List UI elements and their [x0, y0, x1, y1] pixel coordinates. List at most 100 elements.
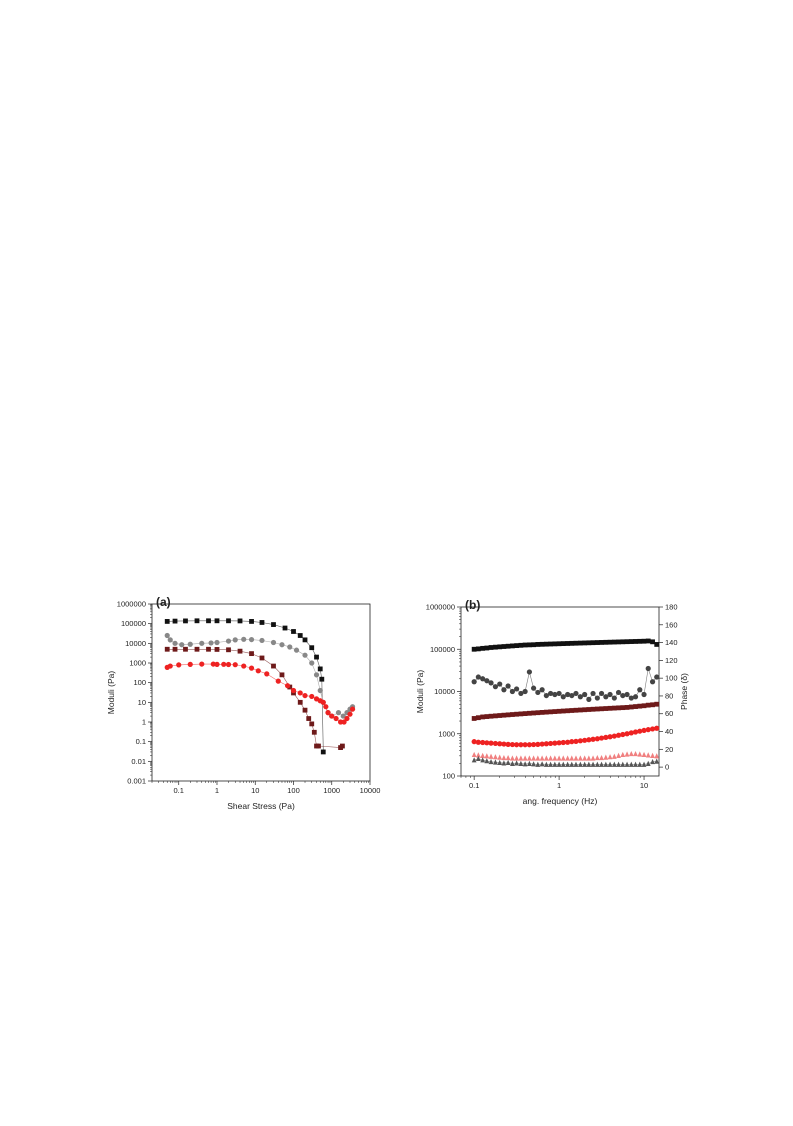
- data-point: [603, 639, 609, 645]
- y-tick-label: 1000000: [117, 600, 146, 609]
- data-point: [208, 640, 214, 646]
- data-point: [552, 740, 558, 746]
- data-point: [275, 678, 281, 684]
- data-point: [569, 755, 575, 761]
- data-point: [518, 690, 524, 697]
- x-tick-label: 100: [287, 786, 300, 795]
- data-point: [514, 686, 520, 692]
- data-point: [225, 638, 232, 644]
- data-point: [573, 755, 579, 761]
- data-point: [645, 727, 651, 733]
- data-point: [586, 761, 592, 767]
- data-point: [650, 758, 655, 765]
- y-tick-label: 100000: [430, 645, 455, 654]
- data-point: [522, 742, 528, 748]
- data-point: [611, 639, 617, 645]
- data-point: [311, 729, 317, 735]
- data-point: [539, 741, 545, 747]
- data-point: [633, 761, 638, 767]
- data-point: [641, 751, 647, 758]
- data-point: [349, 706, 356, 712]
- data-point: [214, 661, 220, 667]
- data-point: [471, 751, 477, 758]
- data-point: [484, 753, 490, 759]
- data-point: [325, 710, 331, 716]
- data-point: [335, 710, 342, 716]
- data-point: [611, 705, 617, 711]
- data-point: [628, 730, 634, 736]
- data-point: [620, 705, 626, 711]
- data-point: [526, 669, 532, 675]
- data-point: [560, 708, 566, 714]
- data-point: [539, 710, 545, 715]
- data-point: [167, 663, 173, 669]
- data-point: [526, 760, 532, 766]
- data-point: [526, 755, 532, 761]
- data-point: [221, 661, 227, 667]
- data-point: [501, 687, 507, 693]
- data-point: [194, 618, 200, 624]
- data-point: [501, 712, 507, 718]
- x-tick-label: 10: [251, 786, 259, 795]
- data-point: [649, 679, 656, 685]
- data-point: [249, 619, 254, 624]
- data-point: [645, 752, 651, 758]
- y2-tick-label: 60: [665, 709, 673, 718]
- y2-tick-label: 40: [665, 727, 673, 736]
- data-point: [569, 761, 575, 767]
- data-point: [560, 694, 566, 700]
- data-point: [645, 760, 651, 766]
- data-point: [628, 750, 634, 757]
- x-axis-title: ang. frequency (Hz): [523, 796, 598, 806]
- data-point: [641, 761, 647, 767]
- data-point: [633, 639, 638, 644]
- data-point: [514, 760, 520, 766]
- data-point: [531, 741, 537, 748]
- data-point: [172, 646, 178, 652]
- data-point: [641, 727, 647, 734]
- y-tick-label: 1: [142, 718, 146, 727]
- y2-tick-label: 0: [665, 763, 669, 772]
- data-point: [586, 707, 592, 712]
- data-point: [259, 637, 265, 644]
- data-point: [320, 749, 326, 755]
- data-point: [616, 639, 621, 645]
- data-point: [493, 759, 498, 765]
- data-point: [577, 694, 583, 700]
- data-point: [590, 690, 596, 697]
- data-point: [556, 761, 562, 767]
- data-point: [556, 755, 562, 761]
- data-point: [611, 753, 617, 759]
- data-point: [226, 618, 231, 624]
- data-point: [535, 741, 541, 747]
- data-point: [259, 620, 265, 625]
- data-point: [306, 716, 312, 721]
- data-point: [654, 758, 660, 764]
- data-point: [531, 710, 537, 716]
- data-point: [237, 648, 243, 654]
- data-point: [518, 742, 524, 748]
- data-point: [488, 645, 494, 650]
- data-point: [548, 709, 553, 715]
- data-point: [628, 695, 634, 701]
- data-point: [603, 734, 609, 740]
- data-point: [497, 644, 503, 650]
- data-point: [577, 761, 583, 767]
- data-point: [309, 693, 315, 700]
- data-point: [607, 734, 613, 740]
- data-point: [309, 721, 315, 727]
- data-point: [172, 618, 178, 624]
- data-point: [577, 640, 583, 646]
- data-point: [510, 755, 515, 761]
- data-point: [164, 632, 170, 639]
- y2-axis-title: Phase (δ): [679, 673, 689, 710]
- data-point: [603, 761, 609, 767]
- data-point: [543, 709, 549, 715]
- x-tick-label: 1: [557, 781, 561, 790]
- data-point: [641, 703, 647, 709]
- data-point: [577, 755, 583, 761]
- data-point: [607, 761, 613, 767]
- data-point: [505, 643, 511, 649]
- data-point: [552, 755, 558, 761]
